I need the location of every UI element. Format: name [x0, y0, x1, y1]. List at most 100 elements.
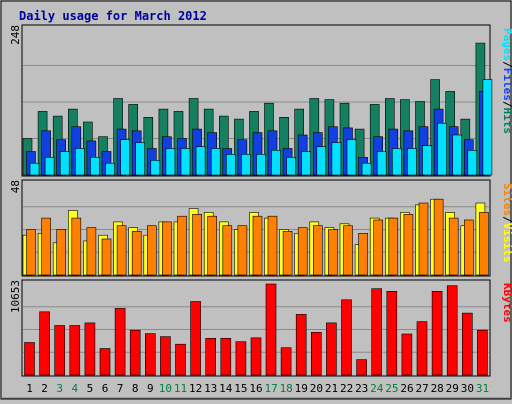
bar-pages-day-20 [316, 146, 327, 176]
day-label-13: 13 [204, 382, 217, 395]
bar-sites-day-21 [328, 229, 338, 276]
bar-sites-day-22 [343, 225, 353, 276]
chart-title: Daily usage for March 2012 [19, 9, 207, 23]
bar-kbytes-day-2 [39, 311, 50, 376]
bar-kbytes-day-4 [69, 325, 81, 376]
bar-pages-day-21 [331, 142, 342, 176]
bar-sites-day-27 [418, 202, 429, 276]
bar-kbytes-day-30 [461, 312, 473, 376]
day-label-17: 17 [264, 382, 277, 395]
bar-sites-day-8 [131, 231, 142, 276]
day-label-19: 19 [295, 382, 308, 395]
bar-sites-day-11 [177, 215, 187, 276]
day-label-23: 23 [355, 382, 368, 395]
day-label-27: 27 [415, 382, 428, 395]
bar-pages-day-22 [346, 139, 357, 176]
bar-pages-day-27 [422, 145, 432, 176]
bar-kbytes-day-31 [477, 329, 488, 376]
day-label-31: 31 [476, 382, 489, 395]
bar-pages-day-30 [467, 150, 478, 176]
day-label-18: 18 [280, 382, 293, 395]
day-label-14: 14 [219, 382, 233, 395]
bar-kbytes-day-1 [24, 342, 35, 376]
bar-sites-day-23 [358, 233, 368, 276]
bar-kbytes-day-16 [250, 337, 262, 376]
bar-sites-day-2 [41, 217, 51, 276]
bar-sites-day-20 [312, 225, 323, 276]
day-label-5: 5 [87, 382, 94, 395]
bar-kbytes-day-22 [341, 299, 352, 376]
bar-sites-day-28 [433, 198, 444, 276]
bar-sites-day-14 [222, 225, 233, 276]
bar-kbytes-day-12 [190, 301, 201, 376]
bar-pages-day-12 [195, 146, 206, 176]
bar-kbytes-day-19 [295, 314, 307, 376]
panel-kbytes: 10653 KBytes [9, 279, 512, 377]
bar-kbytes-day-25 [386, 290, 398, 376]
panel-kbytes-ymax-label: 10653 [9, 280, 22, 313]
bar-kbytes-day-5 [84, 322, 96, 376]
bar-kbytes-day-6 [99, 348, 111, 376]
legend-item: / [501, 216, 512, 223]
bar-pages-day-18 [286, 157, 296, 176]
bar-kbytes-day-20 [310, 331, 322, 376]
bar-pages-day-16 [256, 154, 266, 176]
bar-kbytes-day-15 [235, 341, 247, 376]
bar-pages-day-19 [301, 151, 312, 176]
bar-sites-day-7 [116, 225, 127, 276]
bar-sites-day-18 [282, 231, 293, 276]
day-label-22: 22 [340, 382, 353, 395]
day-label-3: 3 [56, 382, 63, 395]
legend-item: Hits [501, 108, 512, 135]
bar-pages-day-24 [376, 151, 387, 176]
bar-kbytes-day-9 [145, 333, 156, 376]
series-kbytes [24, 283, 488, 376]
bar-pages-day-31 [482, 79, 493, 176]
bar-sites-day-6 [101, 238, 112, 276]
legend-item: Pages [501, 28, 512, 61]
day-label-7: 7 [117, 382, 124, 395]
day-label-30: 30 [461, 382, 474, 395]
bar-pages-day-25 [391, 148, 402, 176]
bar-pages-day-9 [150, 160, 161, 176]
day-label-21: 21 [325, 382, 338, 395]
bar-pages-day-4 [75, 148, 85, 176]
bar-pages-day-26 [407, 148, 417, 176]
legend-item: Visits [501, 223, 512, 263]
bar-pages-day-3 [59, 151, 70, 176]
day-label-20: 20 [310, 382, 323, 395]
day-label-9: 9 [147, 382, 154, 395]
bar-sites-day-17 [267, 215, 278, 276]
bar-pages-day-10 [165, 148, 176, 176]
day-label-24: 24 [370, 382, 384, 395]
bar-kbytes-day-10 [160, 336, 171, 376]
bar-sites-day-30 [463, 219, 474, 276]
bar-sites-day-29 [448, 217, 459, 276]
bar-kbytes-day-11 [175, 343, 186, 376]
legend-item: Sites [501, 183, 512, 216]
day-label-25: 25 [385, 382, 398, 395]
bar-sites-day-3 [56, 229, 67, 276]
bar-sites-day-26 [403, 214, 414, 276]
bar-sites-day-5 [86, 227, 97, 276]
day-label-10: 10 [159, 382, 172, 395]
legend-item: KBytes [501, 283, 512, 323]
bar-sites-day-4 [71, 217, 82, 276]
day-label-15: 15 [234, 382, 247, 395]
bar-kbytes-day-24 [371, 288, 383, 376]
bar-kbytes-day-28 [431, 290, 443, 376]
bar-sites-day-31 [479, 212, 489, 276]
bar-pages-day-29 [452, 134, 463, 176]
panel-visits-ymax-label: 48 [9, 180, 22, 193]
bar-pages-day-8 [135, 142, 145, 176]
bar-kbytes-day-13 [205, 337, 216, 376]
day-label-16: 16 [249, 382, 262, 395]
bar-sites-day-13 [207, 215, 217, 276]
bar-sites-day-16 [252, 215, 263, 276]
day-label-29: 29 [446, 382, 459, 395]
day-label-2: 2 [41, 382, 48, 395]
bar-kbytes-day-8 [129, 329, 141, 376]
panel-visits: 48 Sites/Visits [9, 179, 512, 277]
